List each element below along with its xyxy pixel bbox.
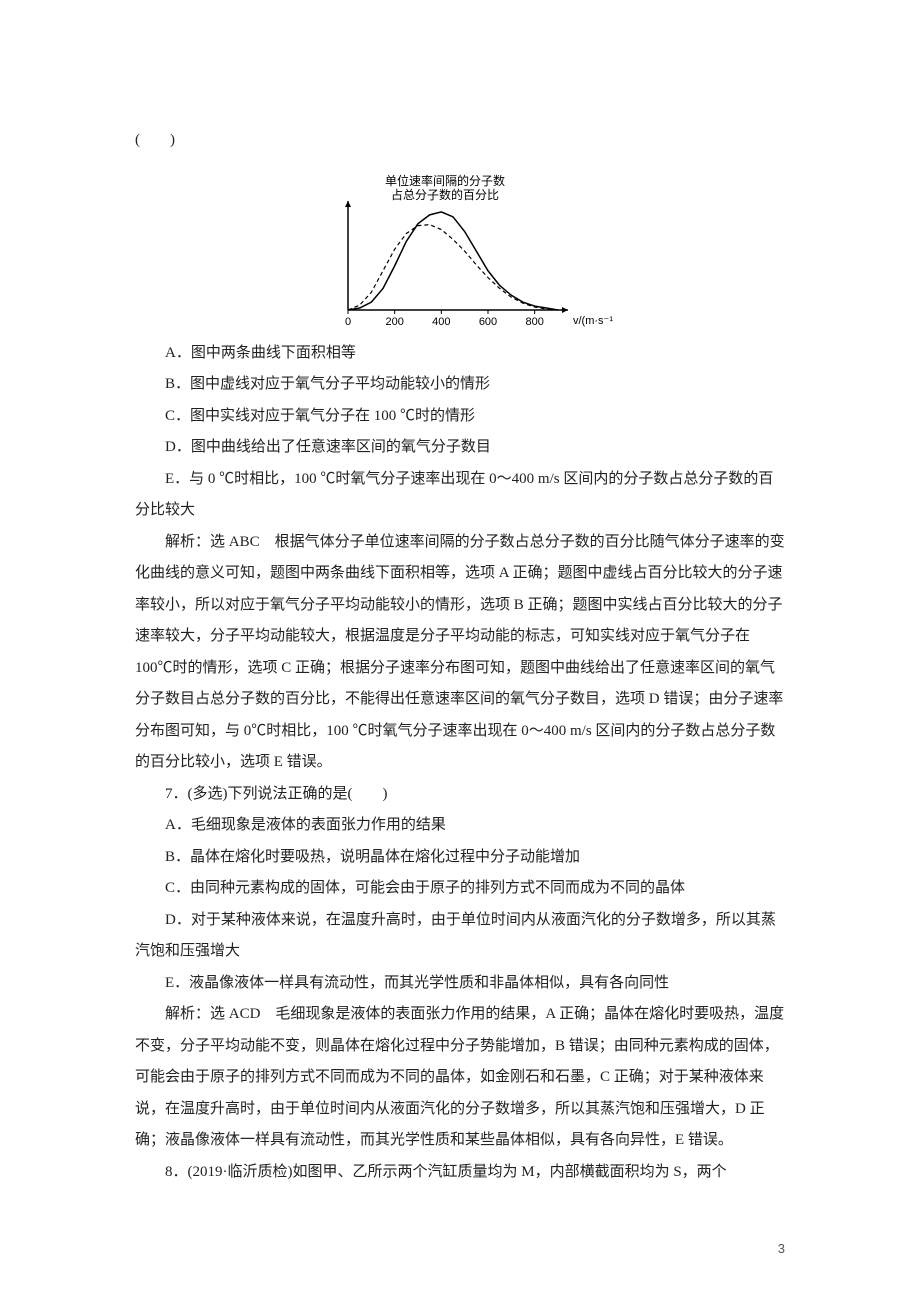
q6-option-C: C．图中实线对应于氧气分子在 100 ℃时的情形 (135, 401, 785, 433)
distribution-chart: 单位速率间隔的分子数占总分子数的百分比 0 200 400 600 800 v/(m·s⁻¹… (308, 172, 613, 332)
q7-stem: 7．(多选)下列说法正确的是( ) (135, 779, 785, 811)
q8-stem: 8．(2019·临沂质检)如图甲、乙所示两个汽缸质量均为 M，内部横截面积均为 … (135, 1157, 785, 1189)
q7-option-D: D．对于某种液体来说，在温度升高时，由于单位时间内从液面汽化的分子数增多，所以其… (135, 905, 785, 968)
q7-option-A: A．毛细现象是液体的表面张力作用的结果 (135, 810, 785, 842)
q6-figure: 单位速率间隔的分子数占总分子数的百分比 0 200 400 600 800 v/(m·s⁻¹… (135, 172, 785, 332)
svg-text:单位速率间隔的分子数: 单位速率间隔的分子数 (384, 173, 504, 188)
q6-option-E: E．与 0 ℃时相比，100 ℃时氧气分子速率出现在 0～400 m/s 区间内… (135, 464, 785, 527)
svg-text:800: 800 (525, 316, 543, 328)
q7-option-E: E．液晶像液体一样具有流动性，而其光学性质和非晶体相似，具有各向同性 (135, 968, 785, 1000)
q6-option-A: A．图中两条曲线下面积相等 (135, 338, 785, 370)
q7-option-C: C．由同种元素构成的固体，可能会由于原子的排列方式不同而成为不同的晶体 (135, 873, 785, 905)
page-number: 3 (778, 1235, 785, 1262)
q6-option-D: D．图中曲线给出了任意速率区间的氧气分子数目 (135, 432, 785, 464)
q6-analysis: 解析：选 ABC 根据气体分子单位速率间隔的分子数占总分子数的百分比随气体分子速… (135, 527, 785, 779)
q6-option-B: B．图中虚线对应于氧气分子平均动能较小的情形 (135, 369, 785, 401)
svg-text:v/(m·s⁻¹): v/(m·s⁻¹) (573, 315, 613, 327)
svg-text:400: 400 (432, 316, 450, 328)
svg-text:0: 0 (344, 316, 350, 328)
answer-parens: ( ) (135, 125, 785, 157)
q7-option-B: B．晶体在熔化时要吸热，说明晶体在熔化过程中分子动能增加 (135, 842, 785, 874)
svg-text:600: 600 (478, 316, 496, 328)
svg-text:200: 200 (385, 316, 403, 328)
svg-text:占总分子数的百分比: 占总分子数的百分比 (390, 187, 498, 202)
q7-analysis: 解析：选 ACD 毛细现象是液体的表面张力作用的结果，A 正确；晶体在熔化时要吸… (135, 999, 785, 1157)
